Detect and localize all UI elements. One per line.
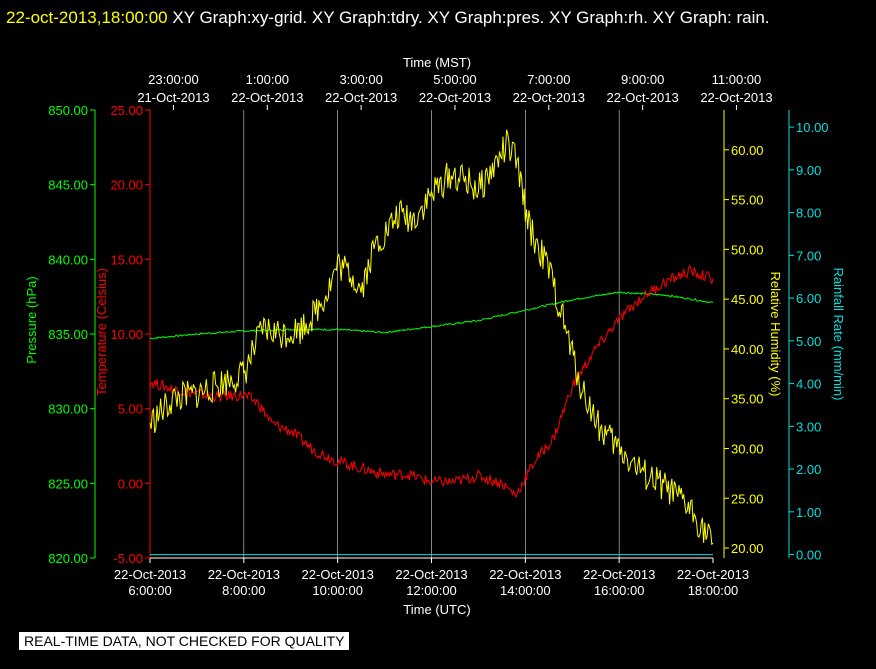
axis-tick-label-humidity: 25.00: [731, 491, 764, 506]
axis-tick-label-humidity: 45.00: [731, 292, 764, 307]
axis-tick-label-rain: 9.00: [796, 163, 821, 178]
top-tick-time: 11:00:00: [712, 72, 762, 87]
axis-tick-label-rain: 3.00: [796, 419, 821, 434]
axis-tick-label-humidity: 30.00: [731, 441, 764, 456]
axis-tick-label-temperature: 25.00: [110, 103, 143, 118]
axis-tick-label-rain: 5.00: [796, 334, 821, 349]
axis-tick-label-humidity: 55.00: [731, 193, 764, 208]
axis-label-temperature: Temperature (Celsius): [94, 268, 109, 396]
series-line-humidity: [149, 129, 714, 546]
axis-tick-label-rain: 2.00: [796, 462, 821, 477]
top-tick-time: 1:00:00: [246, 72, 289, 87]
series-line-temperature: [149, 264, 714, 499]
top-tick-date: 22-Oct-2013: [231, 90, 303, 105]
axis-tick-label-rain: 10.00: [796, 120, 829, 135]
top-tick-date: 22-Oct-2013: [513, 90, 585, 105]
axis-tick-label-pressure: 830.00: [48, 402, 88, 417]
axis-tick-label-humidity: 50.00: [731, 242, 764, 257]
axis-tick-label-rain: 8.00: [796, 206, 821, 221]
chart-header: 22-oct-2013,18:00:00 XY Graph:xy-grid. X…: [6, 2, 866, 33]
axis-tick-label-pressure: 820.00: [48, 551, 88, 566]
bottom-tick-time: 12:00:00: [406, 583, 457, 598]
bottom-tick-time: 8:00:00: [222, 583, 265, 598]
top-tick-date: 21-Oct-2013: [137, 90, 209, 105]
bottom-tick-date: 22-Oct-2013: [114, 567, 186, 582]
axis-tick-label-humidity: 40.00: [731, 342, 764, 357]
axis-tick-label-temperature: 10.00: [110, 327, 143, 342]
axis-tick-label-rain: 6.00: [796, 291, 821, 306]
bottom-tick-date: 22-Oct-2013: [489, 567, 561, 582]
bottom-tick-time: 16:00:00: [594, 583, 645, 598]
bottom-tick-date: 22-Oct-2013: [583, 567, 655, 582]
axis-tick-label-pressure: 840.00: [48, 252, 88, 267]
axis-tick-label-humidity: 60.00: [731, 143, 764, 158]
bottom-tick-date: 22-Oct-2013: [677, 567, 749, 582]
axis-label-humidity: Relative Humidity (%): [768, 272, 783, 397]
axis-tick-label-pressure: 850.00: [48, 103, 88, 118]
header-layers: XY Graph:xy-grid. XY Graph:tdry. XY Grap…: [167, 8, 770, 27]
top-tick-time: 9:00:00: [621, 72, 664, 87]
axis-tick-label-rain: 0.00: [796, 548, 821, 563]
top-tick-date: 22-Oct-2013: [419, 90, 491, 105]
axis-tick-label-pressure: 835.00: [48, 327, 88, 342]
axis-tick-label-temperature: 15.00: [110, 252, 143, 267]
series-lines: [149, 129, 714, 556]
axis-tick-label-pressure: 825.00: [48, 476, 88, 491]
quality-notice: REAL-TIME DATA, NOT CHECKED FOR QUALITY: [19, 632, 350, 650]
axis-tick-label-temperature: -5.00: [113, 551, 143, 566]
top-tick-date: 22-Oct-2013: [325, 90, 397, 105]
top-tick-date: 22-Oct-2013: [606, 90, 678, 105]
header-timestamp: 22-oct-2013,18:00:00: [6, 8, 168, 27]
axis-label-pressure: Pressure (hPa): [24, 276, 39, 363]
axis-tick-label-temperature: 20.00: [110, 178, 143, 193]
axis-tick-label-humidity: 35.00: [731, 392, 764, 407]
bottom-axis-title: Time (UTC): [403, 602, 470, 617]
axes: 22-Oct-20136:00:0022-Oct-20138:00:0022-O…: [48, 72, 828, 598]
axis-tick-label-pressure: 845.00: [48, 178, 88, 193]
top-tick-time: 23:00:00: [148, 72, 199, 87]
bottom-tick-time: 18:00:00: [688, 583, 739, 598]
axis-tick-label-rain: 7.00: [796, 248, 821, 263]
axis-label-rain: Rainfall Rate (mm/min): [831, 268, 846, 401]
top-tick-date: 22-Oct-2013: [700, 90, 772, 105]
bottom-tick-date: 22-Oct-2013: [395, 567, 467, 582]
bottom-tick-time: 14:00:00: [500, 583, 551, 598]
series-line-pressure: [149, 291, 714, 340]
top-tick-time: 3:00:00: [339, 72, 382, 87]
top-tick-time: 7:00:00: [527, 72, 570, 87]
bottom-tick-date: 22-Oct-2013: [208, 567, 280, 582]
bottom-tick-date: 22-Oct-2013: [302, 567, 374, 582]
axis-tick-label-temperature: 5.00: [118, 402, 143, 417]
bottom-tick-time: 10:00:00: [312, 583, 363, 598]
axis-tick-label-rain: 4.00: [796, 377, 821, 392]
axis-tick-label-rain: 1.00: [796, 505, 821, 520]
axis-tick-label-temperature: 0.00: [118, 476, 143, 491]
bottom-tick-time: 6:00:00: [128, 583, 171, 598]
top-tick-time: 5:00:00: [433, 72, 476, 87]
axis-tick-label-humidity: 20.00: [731, 541, 764, 556]
top-axis-title: Time (MST): [403, 55, 471, 70]
